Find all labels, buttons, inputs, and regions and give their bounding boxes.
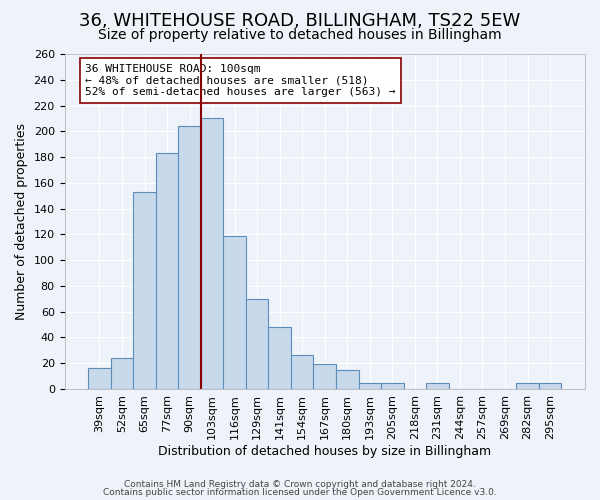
Y-axis label: Number of detached properties: Number of detached properties	[15, 123, 28, 320]
Bar	[516, 382, 539, 389]
Bar	[156, 153, 178, 389]
Text: 36 WHITEHOUSE ROAD: 100sqm
← 48% of detached houses are smaller (518)
52% of sem: 36 WHITEHOUSE ROAD: 100sqm ← 48% of deta…	[85, 64, 396, 97]
Bar	[88, 368, 111, 389]
Bar	[313, 364, 336, 389]
Bar	[381, 382, 404, 389]
Text: Contains HM Land Registry data © Crown copyright and database right 2024.: Contains HM Land Registry data © Crown c…	[124, 480, 476, 489]
Bar	[359, 382, 381, 389]
Bar	[223, 236, 246, 389]
Text: Size of property relative to detached houses in Billingham: Size of property relative to detached ho…	[98, 28, 502, 42]
Bar	[201, 118, 223, 389]
Bar	[133, 192, 156, 389]
Bar	[336, 370, 359, 389]
Text: Contains public sector information licensed under the Open Government Licence v3: Contains public sector information licen…	[103, 488, 497, 497]
Bar	[539, 382, 562, 389]
Bar	[111, 358, 133, 389]
Bar	[426, 382, 449, 389]
Bar	[268, 327, 291, 389]
Text: 36, WHITEHOUSE ROAD, BILLINGHAM, TS22 5EW: 36, WHITEHOUSE ROAD, BILLINGHAM, TS22 5E…	[79, 12, 521, 30]
Bar	[246, 299, 268, 389]
X-axis label: Distribution of detached houses by size in Billingham: Distribution of detached houses by size …	[158, 444, 491, 458]
Bar	[178, 126, 201, 389]
Bar	[291, 356, 313, 389]
